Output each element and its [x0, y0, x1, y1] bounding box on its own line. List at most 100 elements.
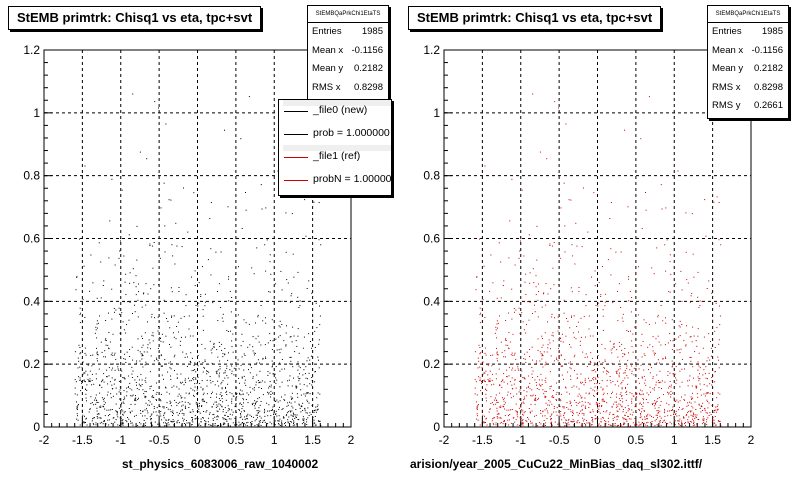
right-data-point	[535, 286, 537, 288]
right-data-point	[630, 418, 632, 420]
left-data-point	[283, 399, 285, 401]
left-data-point	[145, 363, 147, 365]
left-data-point	[254, 354, 255, 356]
left-data-point	[198, 408, 200, 410]
right-data-point	[657, 316, 659, 318]
right-data-point	[508, 424, 510, 426]
right-data-point	[706, 392, 708, 394]
left-data-point	[110, 393, 112, 395]
right-data-point	[508, 312, 509, 314]
left-data-point	[75, 381, 77, 383]
left-data-point	[98, 406, 100, 408]
right-data-point	[536, 388, 538, 389]
left-data-point	[147, 412, 149, 414]
right-data-point	[485, 388, 487, 390]
right-data-point	[512, 363, 514, 365]
right-data-point	[538, 283, 539, 285]
left-data-point	[184, 397, 186, 399]
left-data-point	[231, 365, 233, 367]
left-data-point	[300, 405, 302, 407]
right-data-point	[561, 365, 563, 367]
right-data-point	[570, 346, 572, 348]
left-data-point	[224, 423, 226, 425]
left-data-point	[144, 397, 146, 399]
left-data-point	[195, 418, 197, 420]
right-data-point	[597, 418, 599, 420]
right-data-point	[589, 335, 591, 337]
right-data-point	[685, 415, 687, 417]
left-data-point	[182, 404, 184, 406]
right-data-point	[678, 349, 680, 351]
left-data-point	[256, 247, 258, 249]
right-data-point	[711, 347, 713, 349]
left-data-point	[151, 316, 153, 318]
left-data-point	[176, 421, 178, 423]
left-data-point	[178, 291, 180, 292]
right-data-point	[580, 317, 582, 319]
right-data-point	[665, 356, 666, 358]
left-data-point	[242, 418, 244, 420]
left-data-point	[95, 397, 96, 399]
left-data-point	[227, 410, 229, 412]
right-data-point	[523, 390, 525, 392]
right-data-point	[617, 291, 618, 292]
right-data-point	[545, 363, 547, 365]
left-data-point	[262, 394, 264, 396]
right-data-point	[649, 414, 651, 416]
left-data-point	[314, 416, 316, 417]
left-data-point	[200, 425, 202, 427]
left-data-point	[115, 309, 117, 311]
right-data-point	[530, 395, 532, 397]
left-data-point	[118, 407, 120, 409]
left-data-point	[269, 380, 271, 382]
right-data-point	[591, 424, 593, 425]
right-data-point	[539, 385, 541, 387]
left-data-point	[102, 285, 104, 286]
left-data-point	[159, 413, 161, 415]
right-data-point	[534, 304, 535, 306]
left-data-point	[252, 346, 254, 348]
right-data-point	[504, 408, 506, 410]
left-data-point	[146, 351, 148, 353]
right-data-point	[640, 345, 642, 347]
left-data-point	[128, 375, 130, 377]
right-data-point	[526, 324, 527, 326]
right-data-point	[496, 417, 498, 419]
right-data-point	[580, 410, 582, 412]
right-data-point	[651, 403, 653, 405]
right-data-point	[689, 363, 691, 365]
left-data-point	[202, 400, 204, 402]
right-data-point	[592, 418, 593, 420]
right-data-point	[653, 273, 655, 275]
right-data-point	[514, 264, 516, 266]
right-data-point	[508, 367, 510, 369]
right-data-point	[598, 405, 600, 407]
left-data-point	[269, 372, 271, 374]
right-data-point	[503, 373, 505, 375]
right-data-point	[623, 423, 625, 425]
left-data-point	[259, 420, 261, 422]
left-data-point	[105, 423, 107, 425]
right-data-point	[659, 410, 661, 412]
left-data-point	[109, 414, 111, 415]
left-data-point	[82, 414, 84, 416]
left-data-point	[151, 403, 153, 405]
right-data-point	[590, 352, 592, 354]
right-data-point	[620, 424, 622, 426]
left-x-tick-label: 1	[271, 433, 278, 447]
left-data-point	[271, 409, 273, 411]
left-data-point	[268, 393, 270, 395]
right-data-point	[614, 401, 616, 403]
right-data-point	[597, 424, 599, 425]
right-data-point	[686, 279, 688, 281]
left-data-point	[103, 420, 105, 422]
right-y-tick-label: 0.8	[423, 169, 440, 183]
right-data-point	[589, 380, 591, 382]
left-data-point	[101, 397, 103, 399]
left-data-point	[162, 406, 164, 408]
left-data-point	[302, 402, 304, 404]
right-data-point	[536, 225, 538, 227]
left-data-point	[145, 391, 147, 393]
left-data-point	[216, 370, 218, 372]
left-data-point	[152, 335, 154, 337]
